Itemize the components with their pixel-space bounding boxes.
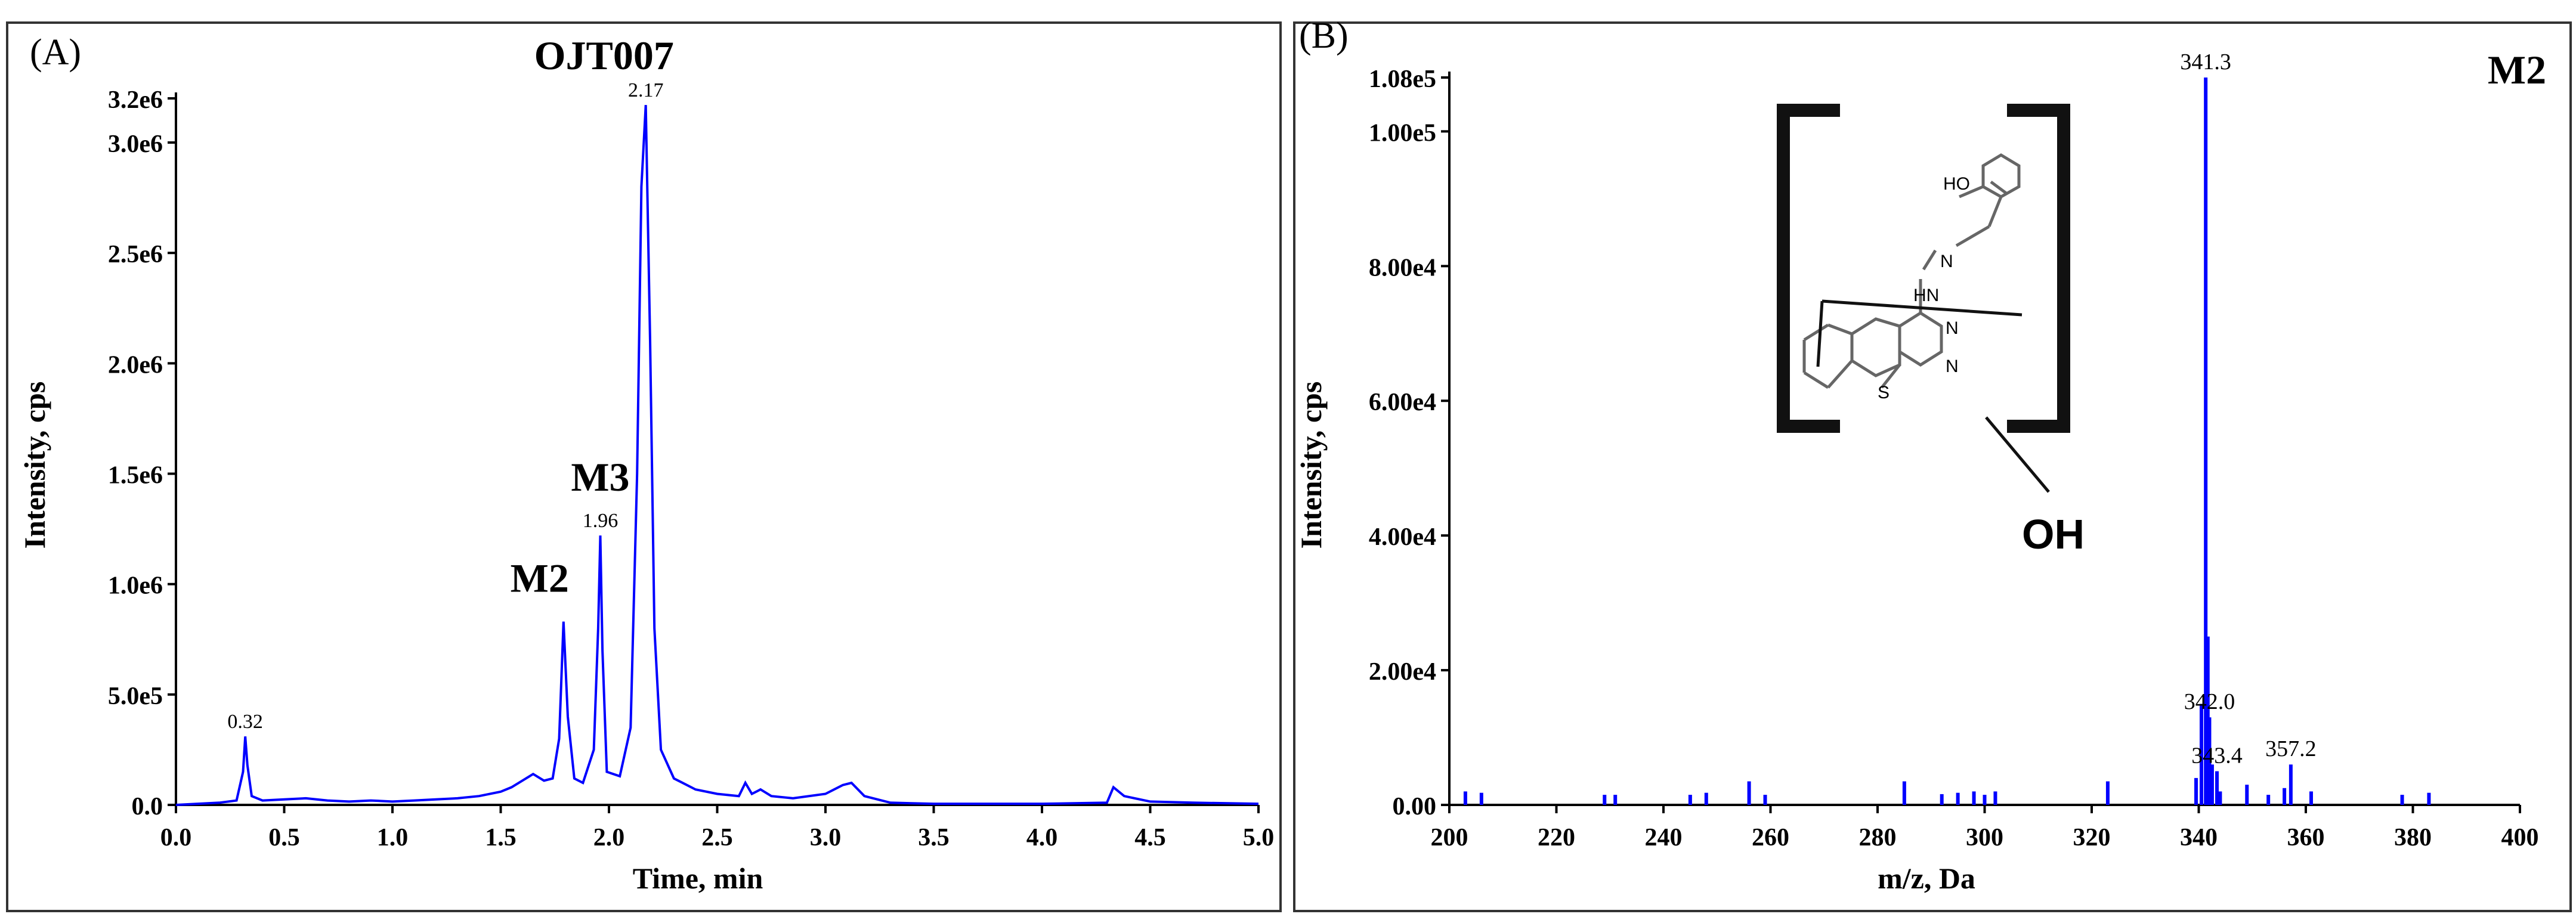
b-peak-label: 357.2 xyxy=(2265,736,2317,761)
a-x-tick-label: 2.5 xyxy=(701,824,733,851)
panel-a-border xyxy=(6,21,1282,912)
a-peak-label: 1.96 xyxy=(583,510,619,532)
b-x-tick-label: 240 xyxy=(1645,824,1683,851)
substituent-label-oh: OH xyxy=(2022,511,2085,557)
a-y-tick-label: 1.0e6 xyxy=(108,572,163,600)
b-x-tick-label: 260 xyxy=(1752,824,1789,851)
oh-pointer-line xyxy=(1985,416,2050,493)
atom-label-ho: HO xyxy=(1943,174,1970,194)
a-y-tick-label: 1.5e6 xyxy=(108,462,163,490)
panel-a-y-axis-label: Intensity, cps xyxy=(18,382,51,549)
atom-label-n3: N xyxy=(1946,357,1959,376)
panel-b-label: (B) xyxy=(1299,16,1349,56)
a-x-tick-label: 0.5 xyxy=(268,824,300,851)
a-x-tick-label: 4.5 xyxy=(1134,824,1166,851)
molecule-skeleton xyxy=(1802,153,2021,389)
a-x-tick-label: 1.5 xyxy=(485,824,517,851)
panel-a-label: (A) xyxy=(30,32,81,73)
b-peak-label: 343.4 xyxy=(2191,743,2243,769)
b-x-tick-label: 300 xyxy=(1966,824,2003,851)
a-x-tick-label: 1.0 xyxy=(377,824,409,851)
atom-label-hn: HN xyxy=(1913,286,1939,305)
b-y-tick-label: 4.00e4 xyxy=(1369,523,1436,551)
b-y-tick-label: 1.00e5 xyxy=(1369,119,1436,147)
fragment-cleavage-line xyxy=(1822,299,2023,317)
a-series-line xyxy=(175,104,1259,806)
a-x-tick-label: 5.0 xyxy=(1243,824,1275,851)
a-x-tick-label: 4.0 xyxy=(1026,824,1058,851)
a-y-tick-label: 2.5e6 xyxy=(108,241,163,268)
b-peak-label: 341.3 xyxy=(2180,49,2231,75)
panel-b-ticks: 200 220 240 260 280 300 320 340 360 380 400 0.00 2.0… xyxy=(1369,66,2539,851)
b-y-tick-label: 6.00e4 xyxy=(1369,389,1436,416)
b-y-tick-label: 8.00e4 xyxy=(1369,254,1436,281)
panel-b: (B) M2 Intensity, cps m/z, Da 200 220 240 2… xyxy=(1293,16,2572,912)
b-peak-label: 342.0 xyxy=(2184,689,2235,714)
a-x-tick-label: 0.0 xyxy=(160,824,192,851)
panel-a-plot xyxy=(175,104,1259,806)
a-peak-annotation: OJT007 xyxy=(534,33,674,78)
atom-label-n1: N xyxy=(1940,252,1953,271)
a-y-tick-label: 5.0e5 xyxy=(108,683,163,710)
b-y-tick-label: 0.00 xyxy=(1393,793,1437,820)
a-y-tick-label: 3.2e6 xyxy=(108,86,163,114)
structure-labels: HO N HN N N S OH xyxy=(1878,174,2085,557)
atom-label-s: S xyxy=(1878,383,1890,402)
a-peak-annotation: M3 xyxy=(571,454,629,500)
panel-a-peak-labels: 0.32 1.96 2.17 M2 M3 OJT007 xyxy=(227,33,673,733)
a-peak-label: 0.32 xyxy=(227,711,263,733)
a-y-tick-label: 3.0e6 xyxy=(108,131,163,158)
b-x-tick-label: 200 xyxy=(1431,824,1468,851)
b-y-tick-label: 1.08e5 xyxy=(1369,66,1436,93)
chemical-structure xyxy=(1777,104,2070,493)
left-bracket xyxy=(1777,104,1840,433)
b-x-tick-label: 380 xyxy=(2394,824,2432,851)
b-x-tick-label: 400 xyxy=(2501,824,2539,851)
panel-b-border xyxy=(1293,21,2572,912)
panel-b-peak-labels: 341.3 342.0 343.4 357.2 xyxy=(2180,49,2316,769)
a-x-tick-label: 3.5 xyxy=(918,824,950,851)
b-x-tick-label: 320 xyxy=(2073,824,2111,851)
atom-label-n2: N xyxy=(1946,318,1959,338)
a-peak-annotation: M2 xyxy=(511,556,569,601)
b-x-tick-label: 340 xyxy=(2180,824,2218,851)
b-y-tick-label: 2.00e4 xyxy=(1369,658,1436,686)
right-bracket xyxy=(2007,104,2070,433)
fragment-cleavage-tick xyxy=(1816,300,1824,367)
b-x-tick-label: 360 xyxy=(2287,824,2325,851)
a-x-tick-label: 3.0 xyxy=(810,824,842,851)
panel-b-y-axis-label: Intensity, cps xyxy=(1294,382,1328,549)
panel-b-title: M2 xyxy=(2488,47,2546,92)
a-y-tick-label: 2.0e6 xyxy=(108,351,163,379)
b-x-tick-label: 220 xyxy=(1538,824,1575,851)
a-y-tick-label: 0.0 xyxy=(132,793,163,820)
a-peak-label: 2.17 xyxy=(628,79,664,101)
panel-a-ticks: 0.0 0.5 1.0 1.5 2.0 2.5 3.0 3.5 4.0 4.5 5.0 0.0 5.0e… xyxy=(108,86,1274,851)
panel-a: (A) Intensity, cps Time, min 0.0 0.5 1.0 1.… xyxy=(6,21,1282,912)
panel-b-x-axis-label: m/z, Da xyxy=(1878,862,1975,895)
b-x-tick-label: 280 xyxy=(1859,824,1897,851)
a-x-tick-label: 2.0 xyxy=(593,824,625,851)
panel-a-axes xyxy=(175,92,1258,806)
panel-a-x-axis-label: Time, min xyxy=(633,862,763,895)
panel-b-plot xyxy=(1463,78,2431,805)
